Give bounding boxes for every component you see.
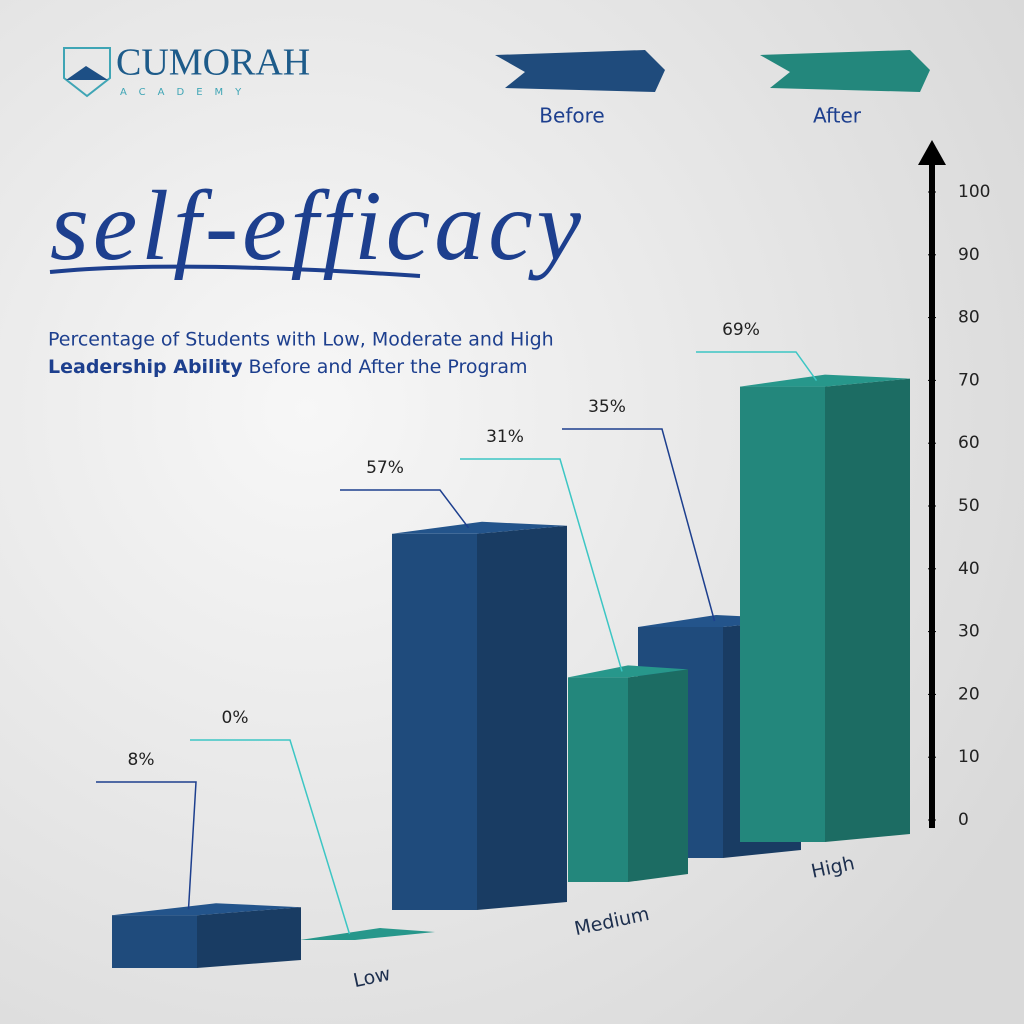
leader-line — [696, 351, 818, 382]
y-tick-label: 70 — [958, 370, 980, 390]
subtitle: Leadership Ability Before and After the P… — [48, 356, 528, 378]
legend-swatch — [495, 50, 665, 92]
value-label: 57% — [366, 458, 404, 478]
y-tick-label: 0 — [958, 810, 969, 830]
bar-side — [628, 669, 688, 882]
y-tick-label: 40 — [958, 559, 980, 579]
value-label: 0% — [222, 708, 249, 728]
y-axis-arrow — [918, 140, 946, 165]
logo-name: CUMORAH — [116, 42, 310, 84]
logo-mountain — [66, 66, 108, 80]
bar-top — [300, 928, 435, 940]
leader-line — [562, 428, 716, 622]
bar — [568, 677, 628, 882]
leader-line — [96, 781, 197, 910]
value-label: 35% — [588, 397, 626, 417]
bar — [392, 533, 477, 910]
y-tick-label: 100 — [958, 182, 990, 202]
bar-side — [477, 525, 567, 910]
subtitle-rest: Before and After the Program — [249, 356, 528, 378]
bar-top — [392, 521, 567, 534]
legend-label: Before — [539, 104, 604, 128]
bar-top — [740, 374, 910, 387]
y-tick-label: 10 — [958, 747, 980, 767]
logo: CUMORAH ACADEMY — [63, 42, 310, 98]
leader-line — [190, 739, 351, 935]
value-label: 31% — [486, 427, 524, 447]
value-label: 69% — [722, 320, 760, 340]
subtitle: Percentage of Students with Low, Moderat… — [48, 329, 554, 351]
y-tick-label: 30 — [958, 622, 980, 642]
bar — [740, 386, 825, 842]
legend-label: After — [813, 104, 862, 128]
logo-icon — [63, 47, 111, 98]
y-tick-label: 90 — [958, 245, 980, 265]
value-label: 8% — [128, 750, 155, 770]
chart-title: self-efficacy — [50, 170, 585, 281]
y-tick-label: 50 — [958, 496, 980, 516]
bar-side — [825, 378, 910, 842]
bar — [112, 915, 197, 968]
title-underline — [49, 264, 421, 278]
leader-line — [460, 458, 623, 672]
bar-side — [197, 907, 301, 968]
logo-tagline: ACADEMY — [120, 87, 253, 98]
leader-line — [340, 489, 470, 529]
y-tick-label: 20 — [958, 684, 980, 704]
legend-swatch — [760, 50, 930, 92]
bar-top — [568, 665, 688, 678]
bar-top — [112, 903, 301, 916]
subtitle-bold: Leadership Ability — [48, 356, 243, 378]
y-tick-label: 60 — [958, 433, 980, 453]
y-tick-label: 80 — [958, 308, 980, 328]
